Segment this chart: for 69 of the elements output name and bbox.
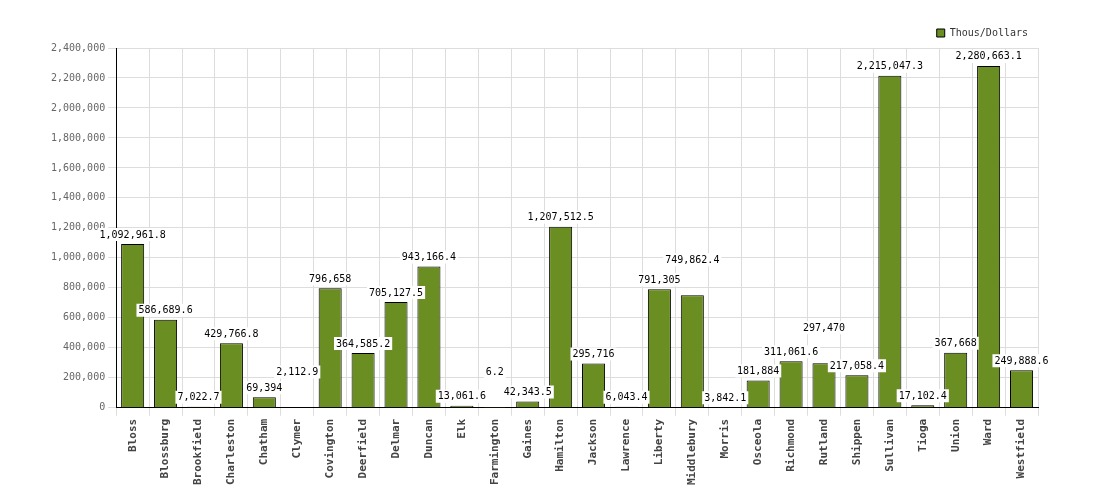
x-tick-label: Ward: [981, 418, 995, 446]
x-tick-label: Rutland: [816, 418, 830, 466]
data-label: 217,058.4: [829, 359, 885, 371]
data-label: 705,127.5: [368, 286, 424, 298]
data-label: 17,102.4: [898, 389, 947, 401]
x-tick-label: Brookfield: [191, 418, 205, 486]
data-label: 367,668: [934, 337, 977, 349]
x-tick-label: Covington: [323, 418, 337, 479]
x-tick-label: Jackson: [586, 418, 600, 466]
x-tick-label: Middlebury: [685, 418, 699, 486]
y-tick-label: 200,000: [63, 371, 106, 383]
data-label: 311,061.6: [763, 345, 819, 357]
data-label: 297,470: [802, 321, 846, 333]
x-tick-label: Clymer: [290, 418, 304, 459]
y-tick-label: 600,000: [63, 311, 106, 323]
x-tick-label: Deerfield: [355, 418, 369, 479]
x-tick-label: Richmond: [783, 418, 797, 472]
y-tick-label: 0: [99, 401, 106, 413]
data-label: 749,862.4: [665, 253, 720, 265]
data-label: 1,092,961.8: [99, 228, 166, 240]
x-tick-label: Hamilton: [553, 418, 567, 472]
x-tick-label: Chatham: [257, 418, 271, 466]
y-tick-label: 1,400,000: [51, 191, 106, 203]
x-tick-label: Shippen: [849, 418, 863, 466]
x-tick-label: Charleston: [224, 418, 238, 486]
y-tick-label: 2,200,000: [51, 71, 106, 83]
x-tick-label: Liberty: [652, 418, 666, 466]
data-label: 6.2: [485, 366, 504, 378]
x-tick-label: Blossburg: [158, 418, 172, 479]
x-tick-label: Sullivan: [882, 418, 896, 472]
x-tick-label: Gaines: [520, 418, 534, 459]
legend-label: Thous/Dollars: [949, 26, 1029, 38]
x-tick-label: Tioga: [915, 418, 929, 452]
data-label: 6,043.4: [605, 391, 648, 403]
x-tick-label: Osceola: [751, 418, 765, 466]
y-tick-label: 1,000,000: [51, 251, 106, 263]
x-tick-label: Duncan: [421, 418, 435, 459]
data-label: 1,207,512.5: [527, 211, 594, 223]
data-label: 13,061.6: [437, 390, 486, 402]
y-tick-label: 1,600,000: [51, 161, 106, 173]
x-tick-label: Morris: [718, 418, 732, 459]
y-tick-label: 2,400,000: [51, 41, 106, 53]
x-tick-label: Elk: [454, 418, 468, 439]
data-label: 295,716: [572, 348, 615, 360]
data-label: 42,343.5: [503, 386, 552, 398]
data-label: 586,689.6: [138, 304, 193, 316]
x-tick-label: Delmar: [388, 418, 402, 459]
data-label: 7,022.7: [177, 391, 220, 403]
x-tick-label: Farmington: [487, 418, 501, 486]
data-label: 69,394: [246, 381, 283, 393]
data-label: 943,166.4: [401, 250, 457, 262]
data-label: 364,585.2: [336, 337, 391, 349]
data-label: 3,842.1: [704, 391, 747, 403]
data-label: 796,658: [309, 272, 352, 284]
x-tick-label: Westfield: [1014, 418, 1028, 479]
data-label: 2,280,663.1: [955, 50, 1022, 62]
y-tick-label: 800,000: [63, 281, 106, 293]
x-tick-label: Bloss: [125, 418, 139, 452]
data-label: 429,766.8: [204, 327, 259, 339]
data-label: 181,884: [737, 365, 780, 377]
y-tick-label: 1,800,000: [51, 131, 106, 143]
x-tick-label: Lawrence: [619, 418, 633, 472]
data-label: 2,112.9: [276, 366, 319, 378]
data-label: 249,888.6: [994, 354, 1049, 366]
y-tick-label: 2,000,000: [51, 101, 106, 113]
x-tick-label: Union: [948, 418, 962, 452]
data-label: 791,305: [638, 273, 681, 285]
data-label: 2,215,047.3: [856, 60, 923, 72]
y-tick-label: 400,000: [63, 341, 106, 353]
